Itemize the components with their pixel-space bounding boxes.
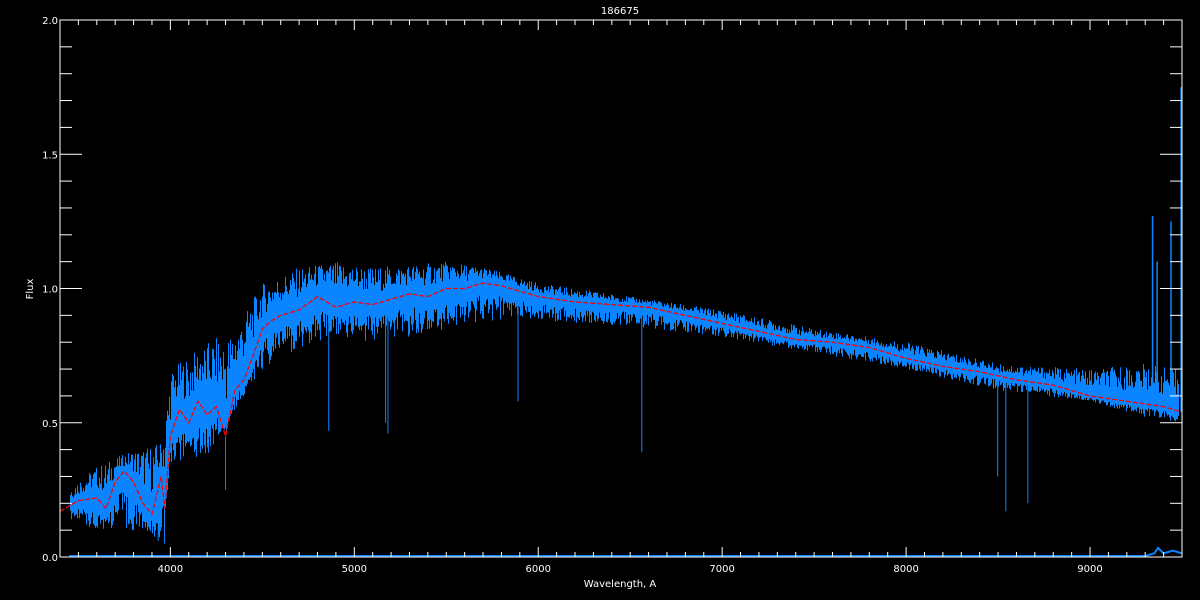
x-tick-label: 6000 [526, 564, 551, 575]
axes: 4000 5000 6000 7000 8000 9000 0.0 0.5 1.0 1.5 2.0 [42, 16, 1183, 575]
smoothed-line [59, 282, 1183, 516]
y-tick-label: 1.0 [42, 285, 58, 296]
y-tick-label: 0.0 [42, 553, 58, 564]
plot-frame [59, 19, 1183, 558]
error-line [69, 546, 1183, 557]
spectrum-layer [59, 87, 1183, 557]
x-tick-label: 5000 [342, 564, 367, 575]
chart-title: 186675 [601, 6, 639, 17]
x-tick-label: 8000 [893, 564, 918, 575]
x-axis-label: Wavelength, A [584, 579, 657, 590]
x-tick-label: 7000 [709, 564, 734, 575]
x-tick-label: 9000 [1077, 564, 1102, 575]
x-tick-label: 4000 [158, 564, 183, 575]
y-tick-label: 1.5 [42, 150, 58, 161]
y-tick-label: 2.0 [42, 16, 58, 27]
spectrum-line [70, 262, 1179, 538]
y-axis-label: Flux [25, 279, 36, 300]
y-tick-label: 0.5 [42, 419, 58, 430]
